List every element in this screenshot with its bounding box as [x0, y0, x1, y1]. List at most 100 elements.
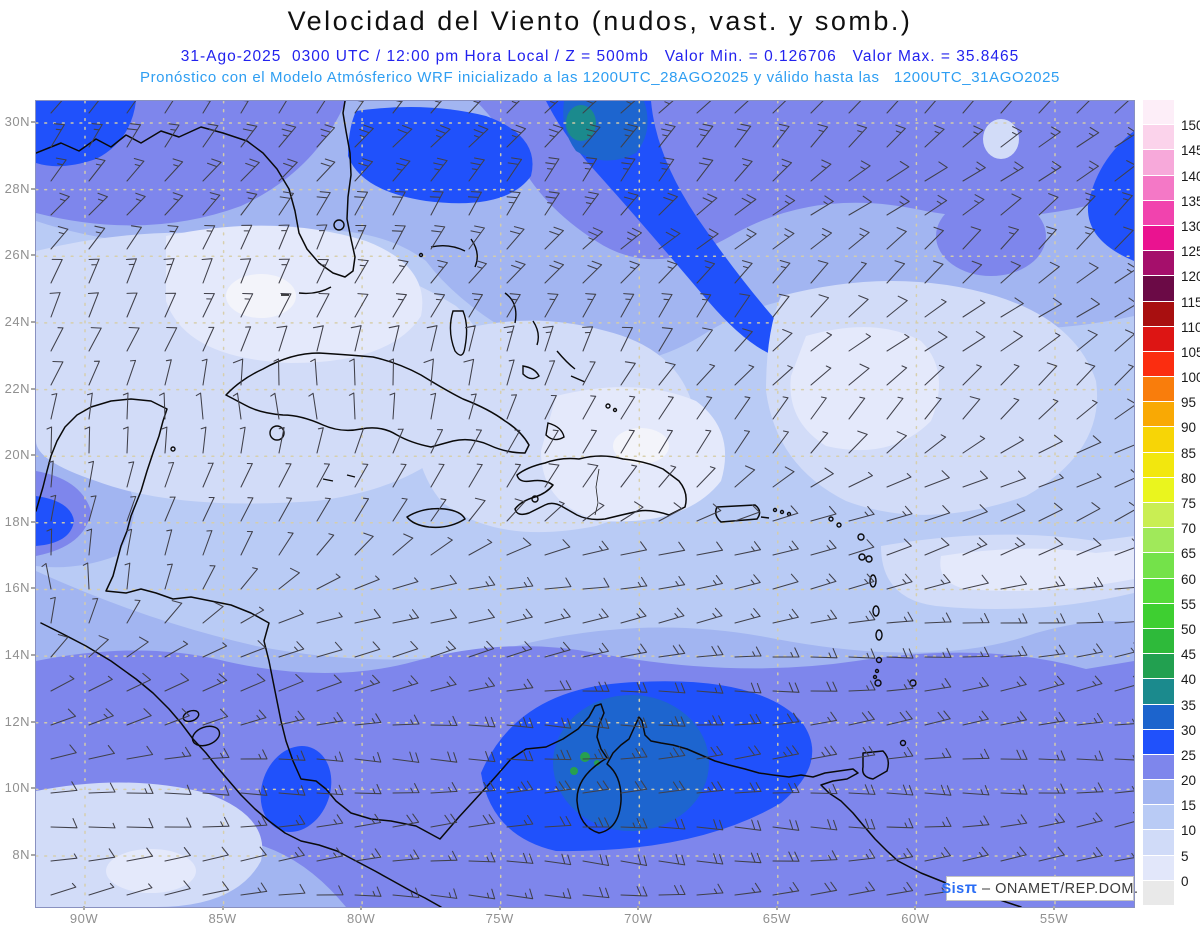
colorbar-tick-label: 90: [1181, 420, 1197, 436]
colorbar-tick-label: 115: [1181, 294, 1200, 310]
lon-label: 85W: [208, 911, 237, 926]
colorbar-cell: [1143, 351, 1174, 378]
colorbar-cell: [1143, 628, 1174, 655]
model-init-line: Pronóstico con el Modelo Atmósferico WRF…: [139, 69, 1061, 86]
colorbar-tick-label: 60: [1181, 571, 1197, 587]
lon-tick: [775, 906, 778, 910]
lat-label: 30N: [4, 114, 30, 129]
colorbar-tick-label: 45: [1181, 647, 1197, 663]
colorbar-cell: [1143, 100, 1174, 126]
lon-tick: [83, 906, 85, 910]
lat-tick: [31, 121, 35, 123]
lon-label: 90W: [69, 911, 99, 926]
lat-label: 8N: [12, 847, 30, 863]
colorbar-cell: [1143, 402, 1174, 428]
colorbar-cell: [1143, 729, 1174, 755]
lon-label: 75W: [485, 911, 514, 926]
lat-tick: [31, 454, 35, 457]
pi-symbol: π: [964, 879, 978, 897]
colorbar-cell: [1143, 679, 1174, 705]
colorbar-tick-label: 80: [1181, 470, 1197, 486]
lat-label: 26N: [4, 247, 30, 263]
valid-time-line: 31-Ago-2025 0300 UTC / 12:00 pm Hora Loc…: [180, 48, 1020, 65]
colorbar-tick-label: 70: [1181, 521, 1197, 537]
colorbar-tick-label: 125: [1181, 244, 1200, 260]
lat-label: 12N: [4, 713, 30, 729]
colorbar-cell: [1143, 200, 1174, 226]
colorbar-tick-label: 130: [1181, 218, 1200, 234]
lon-tick: [498, 906, 501, 910]
colorbar-cell: [1143, 553, 1174, 579]
lat-tick: [31, 587, 35, 590]
colorbar-tick-label: 150: [1181, 118, 1200, 134]
colorbar-tick-label: 5: [1181, 848, 1189, 864]
colorbar-tick-label: 85: [1181, 445, 1197, 461]
colorbar-cell: [1143, 603, 1174, 629]
colorbar-cell: [1143, 503, 1174, 529]
colorbar-tick-label: 25: [1181, 747, 1197, 763]
lat-label: 10N: [4, 780, 30, 796]
credit-box: Sis π – ONAMET/REP.DOM.: [941, 876, 1138, 901]
credit-text: – ONAMET/REP.DOM.: [977, 880, 1139, 897]
colorbar-tick-label: 120: [1181, 269, 1200, 285]
lat-tick: [31, 520, 35, 523]
brand-name: Sis: [941, 880, 965, 897]
colorbar-cell: [1143, 855, 1174, 881]
colorbar-tick-label: 40: [1181, 672, 1197, 688]
lat-label: 20N: [4, 447, 30, 463]
lat-label: 28N: [4, 180, 30, 196]
lat-tick: [31, 787, 35, 790]
latlon-grid: [36, 101, 1134, 907]
wind-barbs: [41, 101, 1134, 900]
lon-tick: [1052, 906, 1055, 910]
colorbar-cell: [1143, 225, 1174, 252]
colorbar-tick-label: 140: [1181, 168, 1200, 184]
colorbar-cell: [1143, 528, 1174, 554]
lon-tick: [360, 906, 363, 910]
colorbar-cell: [1143, 301, 1174, 327]
lat-tick: [31, 720, 35, 723]
colorbar-tick-label: 100: [1181, 370, 1200, 386]
colorbar-cell: [1143, 276, 1174, 302]
colorbar-cell: [1143, 251, 1174, 277]
lon-label: 80W: [347, 911, 376, 926]
lat-label: 18N: [4, 513, 30, 529]
colorbar-tick-label: 95: [1181, 395, 1197, 411]
lon-label: 60W: [901, 911, 930, 926]
colorbar-tick-label: 15: [1181, 798, 1197, 814]
colorbar-cell: [1143, 175, 1174, 201]
colorbar-cell: [1143, 326, 1174, 352]
colorbar-tick-label: 55: [1181, 596, 1197, 612]
lat-tick: [31, 387, 35, 390]
colorbar-tick-label: 135: [1181, 193, 1200, 209]
colorbar-cell: [1143, 427, 1174, 453]
colorbar-cell: [1143, 704, 1174, 730]
coastlines: [36, 101, 1022, 907]
colorbar-tick-label: 35: [1181, 697, 1197, 713]
colorbar-cell: [1143, 477, 1174, 503]
lon-label: 65W: [762, 911, 791, 926]
colorbar-tick-label: 65: [1181, 546, 1197, 562]
lon-label: 55W: [1039, 911, 1069, 926]
lat-tick: [31, 654, 35, 657]
colorbar-cell: [1143, 880, 1174, 906]
colorbar-cell: [1143, 377, 1174, 403]
lat-label: 16N: [4, 580, 30, 596]
colorbar-tick-label: 30: [1181, 722, 1197, 738]
lon-tick: [637, 906, 640, 910]
colorbar-tick-label: 0: [1181, 873, 1189, 889]
lat-label: 24N: [4, 313, 30, 329]
lon-tick: [221, 906, 224, 910]
colorbar-tick-label: 20: [1181, 773, 1197, 789]
colorbar-cell: [1143, 805, 1174, 831]
colorbar-cell: [1143, 578, 1174, 604]
colorbar-cell: [1143, 452, 1174, 478]
colorbar-cell: [1143, 125, 1174, 151]
lat-label: 22N: [4, 380, 30, 396]
lon-label: 70W: [624, 911, 653, 926]
colorbar-cell: [1143, 654, 1174, 680]
lat-label: 14N: [4, 647, 30, 663]
colorbar-cell: [1143, 830, 1174, 856]
colorbar-tick-label: 105: [1181, 344, 1200, 360]
lat-tick: [31, 320, 35, 323]
